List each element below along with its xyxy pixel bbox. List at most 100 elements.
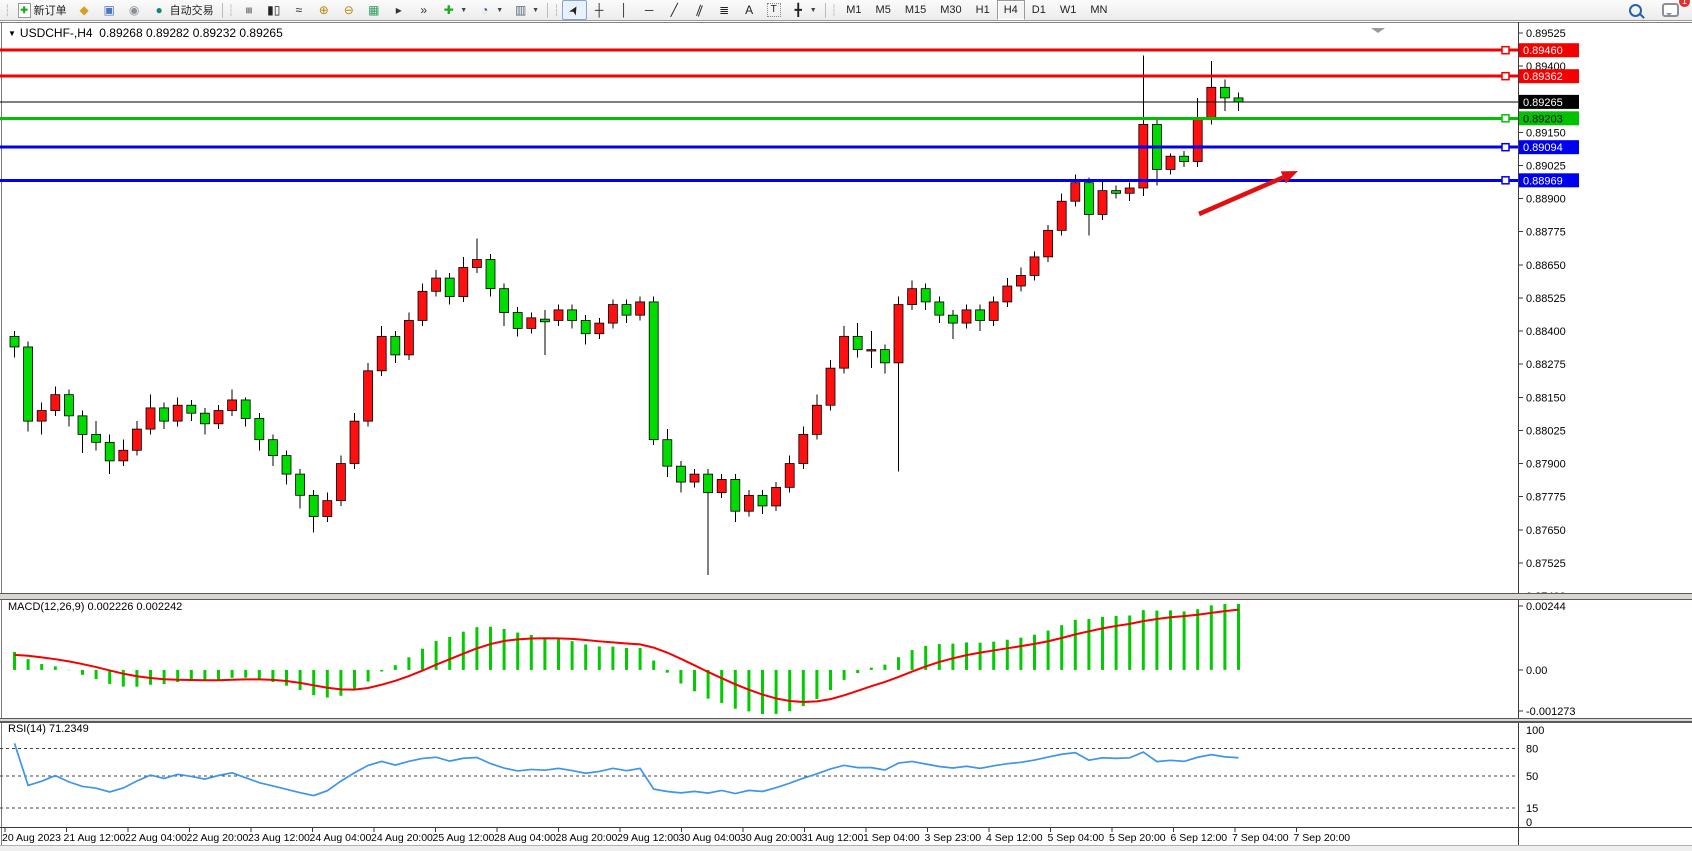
candle-body: [281, 455, 292, 475]
candle-body: [540, 318, 550, 323]
print-button[interactable]: ◆: [72, 0, 97, 20]
date-label: 22 Aug 20:00: [187, 832, 249, 844]
date-label: 5 Sep 20:00: [1109, 832, 1166, 844]
chart-shift-button[interactable]: »: [411, 0, 436, 20]
timeframe-h4[interactable]: H4: [996, 0, 1025, 20]
cursor-button[interactable]: ➤: [561, 0, 587, 20]
price-tick-label: 0.87650: [1526, 525, 1566, 537]
search-icon: [1629, 3, 1642, 17]
macd-indicator-label: MACD(12,26,9) 0.002226 0.002242: [8, 601, 182, 613]
price-tick-label: 0.87900: [1526, 459, 1566, 471]
price-axis[interactable]: 0.895250.894000.891500.890250.889000.887…: [1518, 28, 1579, 603]
candle-body: [118, 449, 129, 462]
trend-arrow-head[interactable]: [1280, 171, 1298, 184]
macd-axis-label: 0.00: [1526, 665, 1547, 677]
candle-body: [852, 335, 863, 351]
timeframe-m1[interactable]: M1: [846, 4, 862, 16]
rsi-axis-label: 15: [1526, 803, 1538, 815]
fibonacci-button[interactable]: ≣: [712, 0, 737, 20]
macd-pane-splitter[interactable]: [0, 593, 1692, 600]
support-line-blue-1-handle[interactable]: [1501, 142, 1510, 152]
label-button[interactable]: T: [762, 0, 786, 20]
support-line-blue-2-label: 0.88969: [1523, 175, 1563, 187]
timeframe-mn[interactable]: MN: [1090, 4, 1108, 16]
rsi-value: 71.2349: [48, 723, 89, 735]
timeframe-d1[interactable]: D1: [1031, 4, 1046, 16]
candle-body: [9, 335, 20, 348]
trendline-button[interactable]: ╱: [662, 0, 687, 20]
trendline-icon: ╱: [670, 2, 678, 17]
resistance-line-1-handle[interactable]: [1501, 45, 1510, 55]
timeframe-m30[interactable]: M30: [940, 4, 962, 16]
timeframe-w1[interactable]: W1: [1059, 4, 1077, 16]
candle-body: [1111, 190, 1121, 194]
line-chart-button[interactable]: ≈: [286, 0, 311, 20]
support-line-green-label: 0.89203: [1523, 113, 1563, 125]
dropdown-caret-icon[interactable]: ▼: [809, 6, 817, 14]
dropdown-caret-icon[interactable]: ▼: [496, 6, 504, 14]
candle-body: [703, 473, 713, 494]
candle-body: [512, 312, 523, 329]
zoom-in-button[interactable]: ⊕: [311, 0, 336, 20]
candle-body: [757, 494, 768, 507]
dropdown-caret-icon[interactable]: ▼: [460, 6, 468, 14]
crosshair-button[interactable]: ┼: [587, 0, 612, 20]
horizontal-line-button[interactable]: ─: [637, 0, 662, 20]
notifications-button[interactable]: 1: [1657, 0, 1691, 20]
ohlc-collapse-icon[interactable]: ▼: [8, 29, 16, 38]
candle-body: [948, 314, 958, 324]
date-label: 30 Aug 04:00: [679, 832, 741, 844]
date-label: 5 Sep 04:00: [1048, 832, 1105, 844]
tile-windows-button[interactable]: ▦: [361, 0, 386, 20]
candle-body: [689, 473, 700, 483]
support-line-blue-2-handle[interactable]: [1501, 176, 1510, 185]
date-axis[interactable]: 20 Aug 2023 21 Aug 12:00 22 Aug 04:00 22 Au…: [2, 828, 1350, 844]
trend-arrow-annotation[interactable]: [1198, 175, 1285, 217]
arrows-button[interactable]: ╋ ▼: [786, 0, 822, 20]
chart-shift-marker[interactable]: [1371, 28, 1385, 33]
chart-ohlc-readout: ▼ USDCHF-,H4 0.89268 0.89282 0.89232 0.89…: [8, 26, 283, 40]
zoom-out-button[interactable]: ⊖: [336, 0, 361, 20]
vertical-line-button[interactable]: │: [612, 0, 637, 20]
text-label-icon: T: [766, 3, 781, 17]
price-tick-label: 0.89025: [1526, 160, 1566, 172]
price-tick-label: 0.88025: [1526, 425, 1566, 437]
search-button[interactable]: [1624, 0, 1647, 20]
timeframe-m5[interactable]: M5: [875, 4, 891, 16]
support-line-green-box: [1519, 111, 1579, 126]
macd-signal-line: [14, 608, 1239, 704]
new-order-button[interactable]: ✚ 新订单: [13, 0, 72, 20]
indicators-button[interactable]: ✚ ▼: [436, 0, 472, 20]
indicators-icon: ✚: [443, 2, 454, 17]
text-button[interactable]: A: [737, 0, 762, 20]
bid-price-box: [1519, 94, 1579, 109]
arrows-icon: ╋: [794, 2, 802, 17]
rsi-pane-splitter[interactable]: [0, 718, 1692, 722]
auto-scroll-button[interactable]: ▸: [386, 0, 411, 20]
candle-body: [580, 320, 591, 335]
candle-body: [553, 309, 564, 321]
candle-body: [444, 277, 455, 298]
broadcast-button[interactable]: ◉: [122, 0, 147, 20]
date-label: 30 Aug 20:00: [740, 832, 802, 844]
templates-icon: ▥: [514, 2, 527, 17]
metaeditor-button[interactable]: ▣: [97, 0, 122, 20]
bar-chart-button[interactable]: ≡: [236, 0, 261, 20]
resistance-line-2-handle[interactable]: [1501, 71, 1510, 81]
date-label: 28 Aug 20:00: [556, 832, 618, 844]
timeframe-h1[interactable]: H1: [975, 4, 990, 16]
dropdown-caret-icon[interactable]: ▼: [532, 6, 540, 14]
line-chart-icon: ≈: [295, 2, 303, 17]
chart-symbol-period: USDCHF-,H4: [19, 26, 93, 40]
templates-button[interactable]: ▥ ▼: [508, 0, 544, 20]
channel-button[interactable]: ∥: [687, 0, 712, 20]
periods-button[interactable]: ◔ ▼: [472, 0, 508, 20]
autotrading-button[interactable]: ● 自动交易: [147, 0, 219, 20]
timeframe-m15[interactable]: M15: [904, 4, 927, 16]
candle-body: [431, 277, 442, 292]
candle-body: [880, 349, 890, 364]
support-line-blue-1-box: [1519, 140, 1579, 155]
candlestick-chart-button[interactable]: ▮▯: [261, 0, 286, 20]
support-line-green-handle[interactable]: [1501, 114, 1510, 123]
